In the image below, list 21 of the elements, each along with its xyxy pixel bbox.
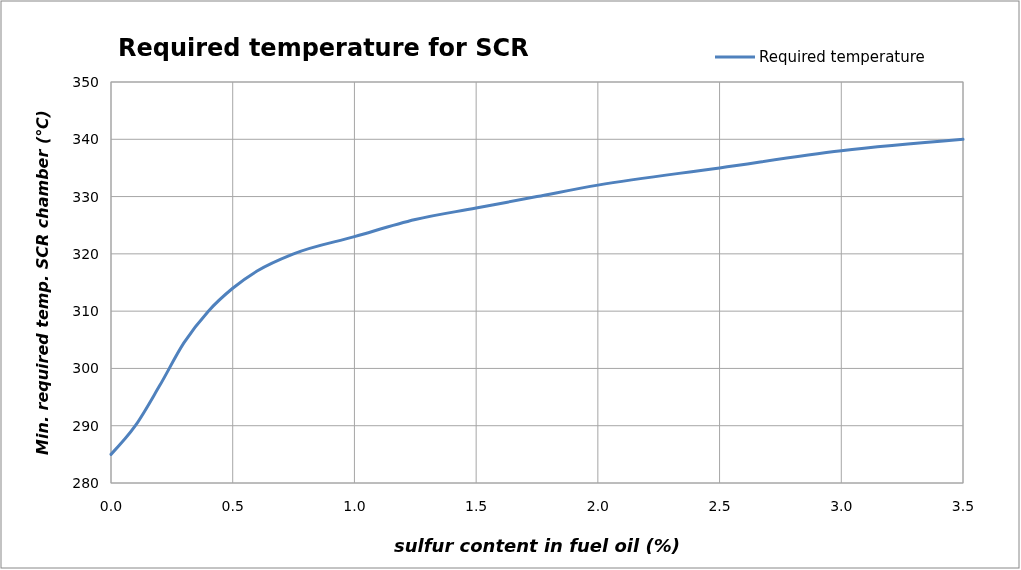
y-tick-label: 280: [72, 475, 99, 491]
x-tick-label: 3.0: [830, 498, 853, 514]
x-tick-label: 0.0: [99, 498, 123, 514]
y-tick-label: 320: [72, 245, 99, 262]
line-series: [109, 137, 965, 456]
x-tick-label: 2.5: [708, 498, 731, 514]
x-tick-label: 2.0: [586, 498, 609, 514]
y-tick-label: 290: [72, 417, 99, 434]
x-tick-label: 1.0: [343, 498, 366, 514]
x-tick-label: 1.5: [465, 498, 488, 514]
legend-label: Required temperature: [759, 48, 925, 66]
y-tick-label: 340: [72, 131, 99, 148]
y-axis-title: Min. required temp. SCR chamber (℃): [33, 110, 52, 455]
y-tick-label: 330: [72, 188, 99, 205]
y-tick-label: 300: [72, 360, 99, 377]
x-tick-label: 0.5: [221, 498, 244, 514]
x-tick-label: 3.5: [951, 498, 975, 514]
y-tick-label: 310: [72, 303, 99, 320]
chart-title: Required temperature for SCR: [118, 34, 529, 62]
x-axis-title: sulfur content in fuel oil (%): [394, 535, 680, 556]
y-tick-label: 350: [72, 74, 99, 90]
